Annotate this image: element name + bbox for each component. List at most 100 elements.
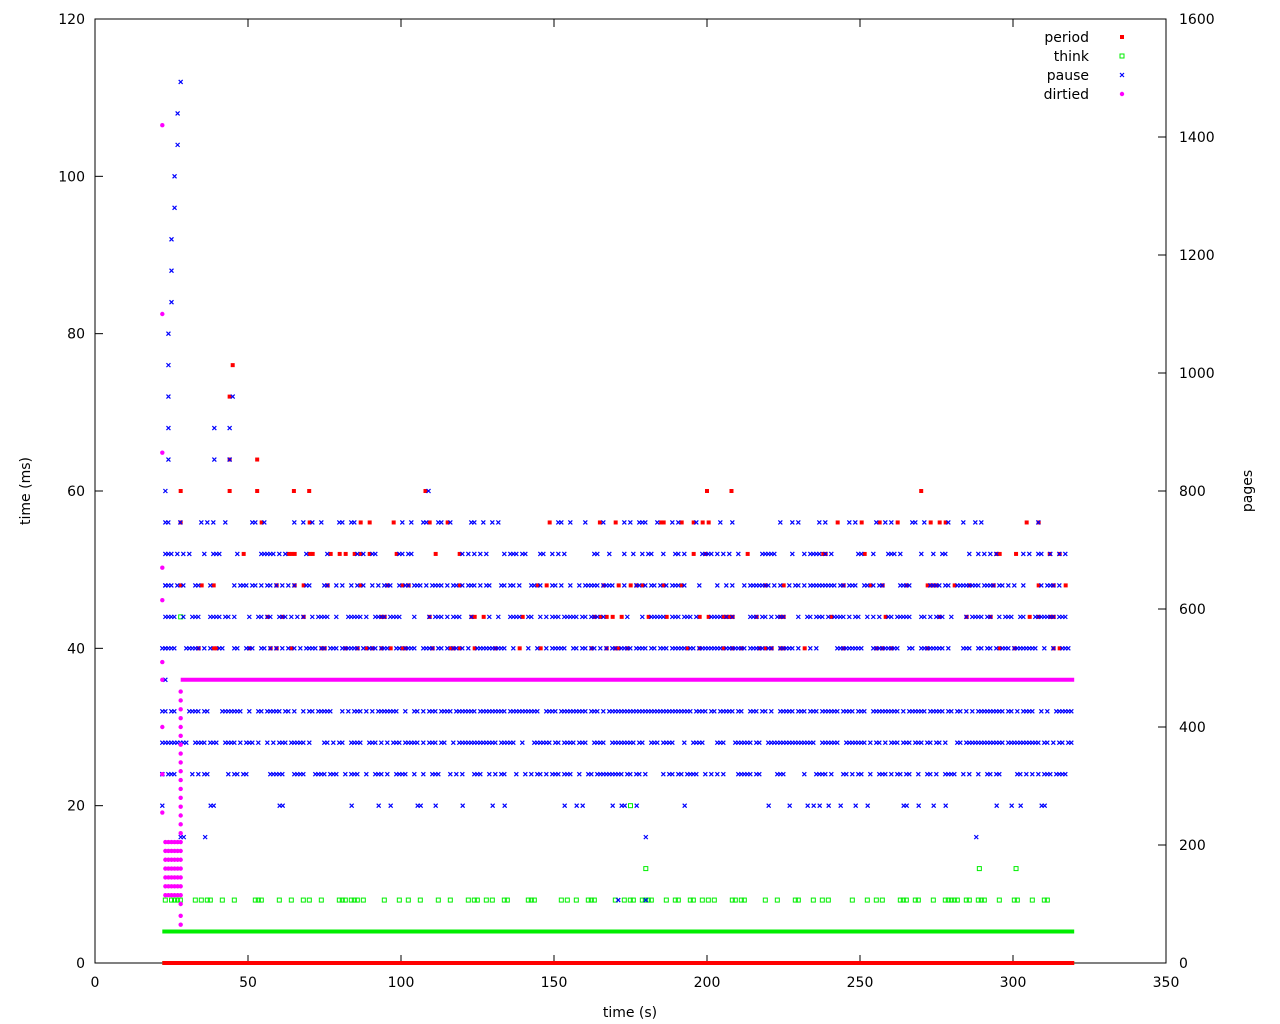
dirtied-point — [172, 857, 177, 862]
pause-point — [162, 520, 168, 525]
pause-point — [1026, 551, 1032, 557]
think-point — [381, 897, 387, 903]
period-point — [943, 520, 948, 525]
pause-point — [411, 645, 417, 651]
period-point — [868, 583, 873, 588]
series-period — [162, 363, 1075, 965]
period-point — [659, 520, 664, 525]
think-point — [663, 897, 669, 903]
y2-axis-title: pages — [1240, 470, 1256, 512]
pause-point — [480, 520, 486, 525]
pause-point — [978, 645, 984, 651]
pause-point — [999, 708, 1005, 714]
pause-point — [402, 708, 408, 714]
pause-point — [414, 740, 420, 746]
y-tick-label: 120 — [58, 12, 85, 28]
period-point — [211, 646, 216, 651]
dirtied-point — [160, 659, 165, 665]
pause-point — [490, 803, 496, 809]
pause-point — [582, 708, 588, 714]
dirtied-point — [178, 875, 183, 880]
think-point — [975, 897, 981, 903]
pause-point — [405, 582, 411, 588]
period-point — [517, 646, 522, 651]
pause-point — [828, 551, 834, 557]
dirtied-point — [178, 884, 183, 889]
pause-point — [876, 740, 882, 746]
pause-point — [384, 771, 390, 777]
period-point — [628, 583, 633, 588]
think-point — [318, 897, 324, 903]
pause-point — [396, 614, 402, 620]
pause-point — [870, 614, 876, 620]
pause-point — [363, 614, 369, 620]
pause-point — [175, 142, 181, 148]
pause-point — [528, 771, 534, 777]
pause-point — [987, 551, 993, 557]
pause-point — [534, 645, 540, 651]
period-point — [286, 551, 291, 556]
pause-point — [237, 708, 243, 714]
pause-point — [255, 740, 261, 746]
pause-point — [720, 551, 726, 557]
pause-point — [994, 803, 1000, 809]
period-point — [706, 520, 711, 525]
think-point — [276, 897, 282, 903]
pause-point — [360, 551, 366, 557]
period-point — [227, 394, 232, 399]
pause-point — [624, 614, 630, 620]
pause-point — [429, 645, 435, 651]
period-point — [700, 520, 705, 525]
think-point — [628, 803, 633, 809]
think-point — [976, 866, 982, 872]
period-point — [166, 961, 171, 965]
dirtied-point — [160, 597, 165, 603]
pause-point — [562, 803, 568, 809]
pause-point — [273, 582, 279, 588]
think-point — [219, 897, 225, 903]
pause-point — [309, 708, 315, 714]
pause-point — [1068, 708, 1074, 714]
pause-point — [729, 582, 735, 588]
pause-point — [771, 582, 777, 588]
pause-point — [747, 771, 753, 777]
series-pause — [159, 79, 1074, 903]
pause-point — [726, 551, 732, 557]
dirtied-point — [172, 866, 177, 871]
pause-point — [166, 457, 171, 462]
pause-point — [606, 551, 612, 557]
pause-point — [846, 520, 852, 525]
pause-point — [327, 708, 333, 714]
pause-point — [219, 645, 225, 651]
pause-point — [762, 614, 768, 620]
think-point — [351, 897, 357, 903]
pause-point — [213, 740, 219, 746]
pause-point — [349, 803, 355, 809]
pause-point — [630, 740, 636, 746]
period-point — [721, 646, 726, 651]
pause-point — [1050, 582, 1056, 588]
pause-point — [957, 740, 963, 746]
period-point — [928, 520, 933, 525]
period-point — [178, 489, 183, 493]
think-point — [162, 897, 168, 903]
period-point — [457, 551, 462, 556]
period-point — [427, 520, 432, 525]
pause-point — [501, 582, 507, 588]
pause-point — [447, 771, 453, 777]
pause-point — [1011, 582, 1017, 588]
period-point — [241, 551, 246, 556]
pause-point — [435, 771, 441, 777]
think-point — [525, 897, 531, 903]
think-point — [966, 897, 972, 903]
think-point — [172, 897, 178, 903]
pause-point — [1009, 803, 1015, 809]
dirtied-point — [178, 892, 183, 898]
think-point — [915, 897, 921, 903]
pause-point — [378, 740, 384, 746]
dirtied-point — [169, 857, 174, 862]
y2-tick-label: 800 — [1179, 484, 1206, 500]
pause-point — [201, 551, 207, 557]
pause-point — [276, 551, 282, 557]
pause-point — [603, 645, 609, 651]
